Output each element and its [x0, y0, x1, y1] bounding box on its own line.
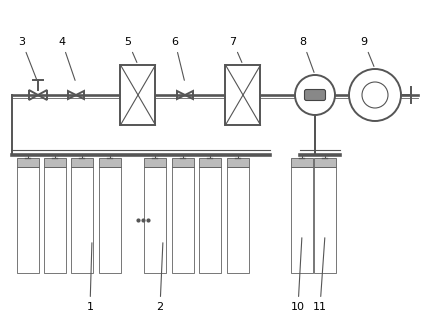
Bar — [99, 158, 121, 167]
Text: 4: 4 — [58, 37, 75, 80]
Text: 1: 1 — [87, 243, 94, 312]
Bar — [144, 167, 166, 273]
Circle shape — [362, 82, 388, 108]
FancyBboxPatch shape — [304, 89, 326, 100]
Bar — [17, 167, 39, 273]
Bar — [227, 158, 249, 167]
Bar — [226, 65, 261, 125]
Text: 3: 3 — [19, 37, 37, 80]
Text: 2: 2 — [156, 243, 164, 312]
Bar — [172, 167, 194, 273]
Text: 8: 8 — [300, 37, 314, 72]
Text: 9: 9 — [360, 37, 374, 66]
Bar — [199, 158, 221, 167]
Bar — [314, 167, 336, 273]
Text: 11: 11 — [313, 238, 327, 312]
Bar — [314, 158, 336, 167]
Circle shape — [349, 69, 401, 121]
Bar — [144, 158, 166, 167]
Text: 7: 7 — [230, 37, 242, 62]
Bar — [291, 158, 313, 167]
Text: 10: 10 — [291, 238, 305, 312]
Bar — [172, 158, 194, 167]
Bar — [199, 167, 221, 273]
Bar — [44, 158, 66, 167]
Text: 5: 5 — [125, 37, 137, 62]
Bar — [227, 167, 249, 273]
Bar — [44, 167, 66, 273]
Bar — [291, 167, 313, 273]
Text: 6: 6 — [172, 37, 184, 80]
Bar — [121, 65, 156, 125]
Bar — [71, 158, 93, 167]
Bar — [17, 158, 39, 167]
Circle shape — [295, 75, 335, 115]
Bar — [71, 167, 93, 273]
Bar — [99, 167, 121, 273]
